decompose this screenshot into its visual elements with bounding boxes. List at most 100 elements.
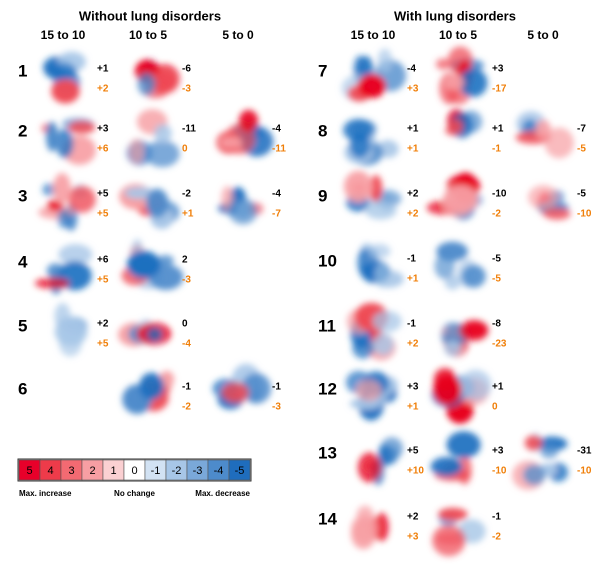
heatmap-blob <box>440 319 489 357</box>
column-header: 5 to 0 <box>222 28 254 42</box>
heatmap-blob <box>343 118 399 166</box>
adjusted-value: +3 <box>407 84 419 95</box>
change-value: +5 <box>97 189 109 200</box>
panel-title: With lung disorders <box>394 8 516 23</box>
change-value: -31 <box>577 446 592 457</box>
blob-region <box>349 397 382 410</box>
blob-region <box>58 328 82 357</box>
blob-region <box>129 138 145 164</box>
adjusted-value: +1 <box>407 274 419 285</box>
change-value: +1 <box>97 64 109 75</box>
blob-region <box>450 119 463 135</box>
legend-cell-label: -5 <box>235 465 245 477</box>
adjusted-value: -10 <box>577 209 592 220</box>
adjusted-value: -5 <box>492 274 501 285</box>
adjusted-value: -10 <box>577 466 592 477</box>
change-value: +2 <box>97 319 109 330</box>
heatmap-blob <box>34 244 93 295</box>
adjusted-value: -3 <box>182 84 191 95</box>
adjusted-value: -2 <box>492 209 501 220</box>
adjusted-value: 0 <box>182 144 188 155</box>
blob-region <box>44 62 77 81</box>
change-value: -5 <box>492 254 501 265</box>
change-value: -10 <box>492 189 507 200</box>
adjusted-value: +10 <box>407 466 424 477</box>
blob-region <box>446 431 481 459</box>
blob-region <box>438 507 468 521</box>
change-value: +1 <box>492 382 504 393</box>
blob-region <box>219 136 243 149</box>
blob-region <box>433 367 457 391</box>
row-label: 11 <box>318 316 336 335</box>
heatmap-blob <box>432 507 486 557</box>
change-value: +2 <box>407 512 419 523</box>
adjusted-value: +2 <box>407 339 419 350</box>
blob-region <box>148 70 176 93</box>
row-label: 8 <box>318 121 327 140</box>
adjusted-value: +5 <box>97 339 109 350</box>
blob-region <box>372 310 402 333</box>
heatmap-blob <box>430 431 481 485</box>
change-value: -8 <box>492 319 501 330</box>
blob-region <box>434 253 455 280</box>
heatmap-blob <box>426 172 483 220</box>
adjusted-value: +1 <box>182 209 194 220</box>
heatmap-blob <box>357 243 404 288</box>
row-label: 2 <box>18 121 27 140</box>
blob-region <box>459 68 488 98</box>
adjusted-value: +1 <box>407 402 419 413</box>
blob-region <box>357 74 386 99</box>
heatmap-blob <box>351 505 389 550</box>
change-value: 2 <box>182 255 188 266</box>
blob-region <box>126 250 161 279</box>
change-value: -7 <box>577 124 586 135</box>
adjusted-value: -5 <box>577 144 586 155</box>
column-header: 10 to 5 <box>439 28 477 42</box>
heatmap-blob <box>434 241 486 290</box>
blob-region <box>368 243 391 259</box>
blob-region <box>45 121 59 152</box>
blob-region <box>68 120 96 135</box>
column-header: 5 to 0 <box>527 28 559 42</box>
blob-region <box>144 140 180 168</box>
row-label: 12 <box>318 379 337 398</box>
adjusted-value: -2 <box>182 402 191 413</box>
blob-region <box>51 79 80 104</box>
adjusted-value: +2 <box>97 84 109 95</box>
heatmap-blob <box>431 367 492 424</box>
adjusted-value: +2 <box>407 209 419 220</box>
adjusted-value: -3 <box>272 402 281 413</box>
adjusted-value: -10 <box>492 466 507 477</box>
adjusted-value: -23 <box>492 339 507 350</box>
row-label: 13 <box>318 443 337 462</box>
blob-region <box>67 185 96 213</box>
change-value: -4 <box>407 64 416 75</box>
blob-region <box>349 132 371 159</box>
blob-region <box>238 109 259 132</box>
change-value: -1 <box>407 319 416 330</box>
blob-region <box>55 128 74 159</box>
blob-region <box>56 316 87 334</box>
adjusted-value: -4 <box>182 339 191 350</box>
blob-region <box>145 188 169 218</box>
heatmap-blob <box>126 109 180 168</box>
heatmap-blob <box>216 109 274 157</box>
legend-cell-label: 2 <box>89 465 95 477</box>
legend-caption: No change <box>114 489 155 498</box>
panel-title: Without lung disorders <box>79 8 221 23</box>
blob-region <box>539 443 559 459</box>
row-label: 6 <box>18 379 27 398</box>
change-value: -1 <box>272 382 281 393</box>
adjusted-value: -3 <box>182 275 191 286</box>
change-value: -1 <box>407 254 416 265</box>
heatmap-blob <box>528 185 571 220</box>
blob-region <box>364 200 397 220</box>
adjusted-value: 0 <box>492 402 498 413</box>
legend-swatch <box>228 459 251 481</box>
blob-region <box>543 207 571 220</box>
change-value: +2 <box>407 189 419 200</box>
blob-region <box>139 372 165 400</box>
blob-region <box>221 382 250 404</box>
heatmap-blob <box>343 170 402 220</box>
